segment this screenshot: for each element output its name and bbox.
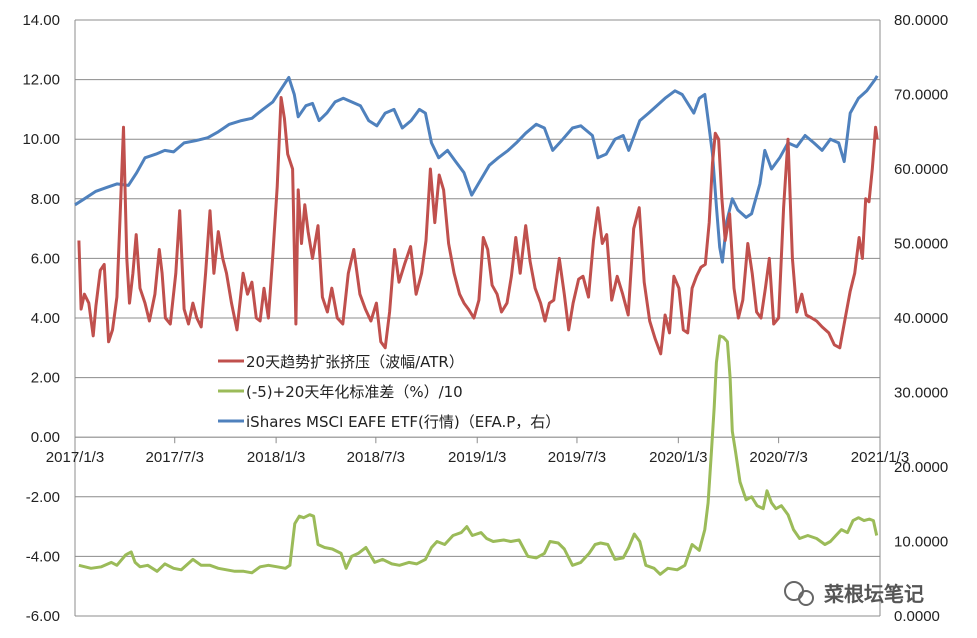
legend-label: (-5)+20天年化标准差（%）/10: [246, 383, 463, 401]
right-tick-label: 60.0000: [894, 161, 948, 178]
x-tick-label: 2020/7/3: [749, 449, 807, 466]
right-tick-label: 10.0000: [894, 534, 948, 551]
left-tick-label: 6.00: [31, 250, 60, 267]
right-tick-label: 80.0000: [894, 12, 948, 29]
left-tick-label: 0.00: [31, 429, 60, 446]
left-tick-label: 8.00: [31, 191, 60, 208]
legend-label: 20天趋势扩张挤压（波幅/ATR）: [246, 353, 464, 371]
left-tick-label: 14.00: [22, 12, 60, 29]
series-line: [78, 334, 879, 576]
wechat-icon: [784, 581, 804, 601]
left-axis-ticks: -6.00 -4.00 -2.00 0.00 2.00 4.00 6.00 8.00 10.00…: [22, 12, 60, 625]
x-tick-label: 2020/1/3: [649, 449, 707, 466]
series-line: [74, 75, 879, 264]
x-tick-label: 2021/1/3: [851, 449, 909, 466]
x-tick-label: 2019/1/3: [448, 449, 506, 466]
right-tick-label: 30.0000: [894, 385, 948, 402]
right-axis-ticks: 0.0000 10.0000 20.0000 30.0000 40.0000 50.000…: [894, 12, 948, 625]
right-tick-label: 0.0000: [894, 608, 940, 625]
right-tick-label: 50.0000: [894, 236, 948, 253]
right-tick-label: 20.0000: [894, 459, 948, 476]
left-tick-label: -4.00: [26, 548, 60, 565]
x-tick-label: 2018/1/3: [247, 449, 305, 466]
x-tick-label: 2019/7/3: [548, 449, 606, 466]
watermark-text: 菜根坛笔记: [823, 582, 924, 606]
x-tick-label: 2018/7/3: [347, 449, 405, 466]
right-tick-label: 70.0000: [894, 87, 948, 104]
wechat-icon-small: [798, 590, 814, 606]
watermark-logo: [784, 581, 814, 606]
x-axis: 2017/1/3 2017/7/3 2018/1/3 2018/7/3 2019/1/3…: [46, 436, 909, 466]
gridlines: [74, 19, 881, 617]
legend-label: iShares MSCI EAFE ETF(行情)（EFA.P，右）: [246, 413, 560, 431]
series-line: [77, 96, 879, 356]
watermark: 菜根坛笔记: [784, 581, 924, 606]
left-tick-label: 10.00: [22, 131, 60, 148]
right-tick-label: 40.0000: [894, 310, 948, 327]
left-tick-label: -2.00: [26, 489, 60, 506]
x-tick-label: 2017/7/3: [146, 449, 204, 466]
legend: 20天趋势扩张挤压（波幅/ATR） (-5)+20天年化标准差（%）/10 iSha…: [218, 353, 560, 431]
left-tick-label: 4.00: [31, 310, 60, 327]
series-lines: [74, 75, 879, 576]
x-tick-label: 2017/1/3: [46, 449, 104, 466]
left-tick-label: -6.00: [26, 608, 60, 625]
left-tick-label: 2.00: [31, 370, 60, 387]
left-tick-label: 12.00: [22, 72, 60, 89]
